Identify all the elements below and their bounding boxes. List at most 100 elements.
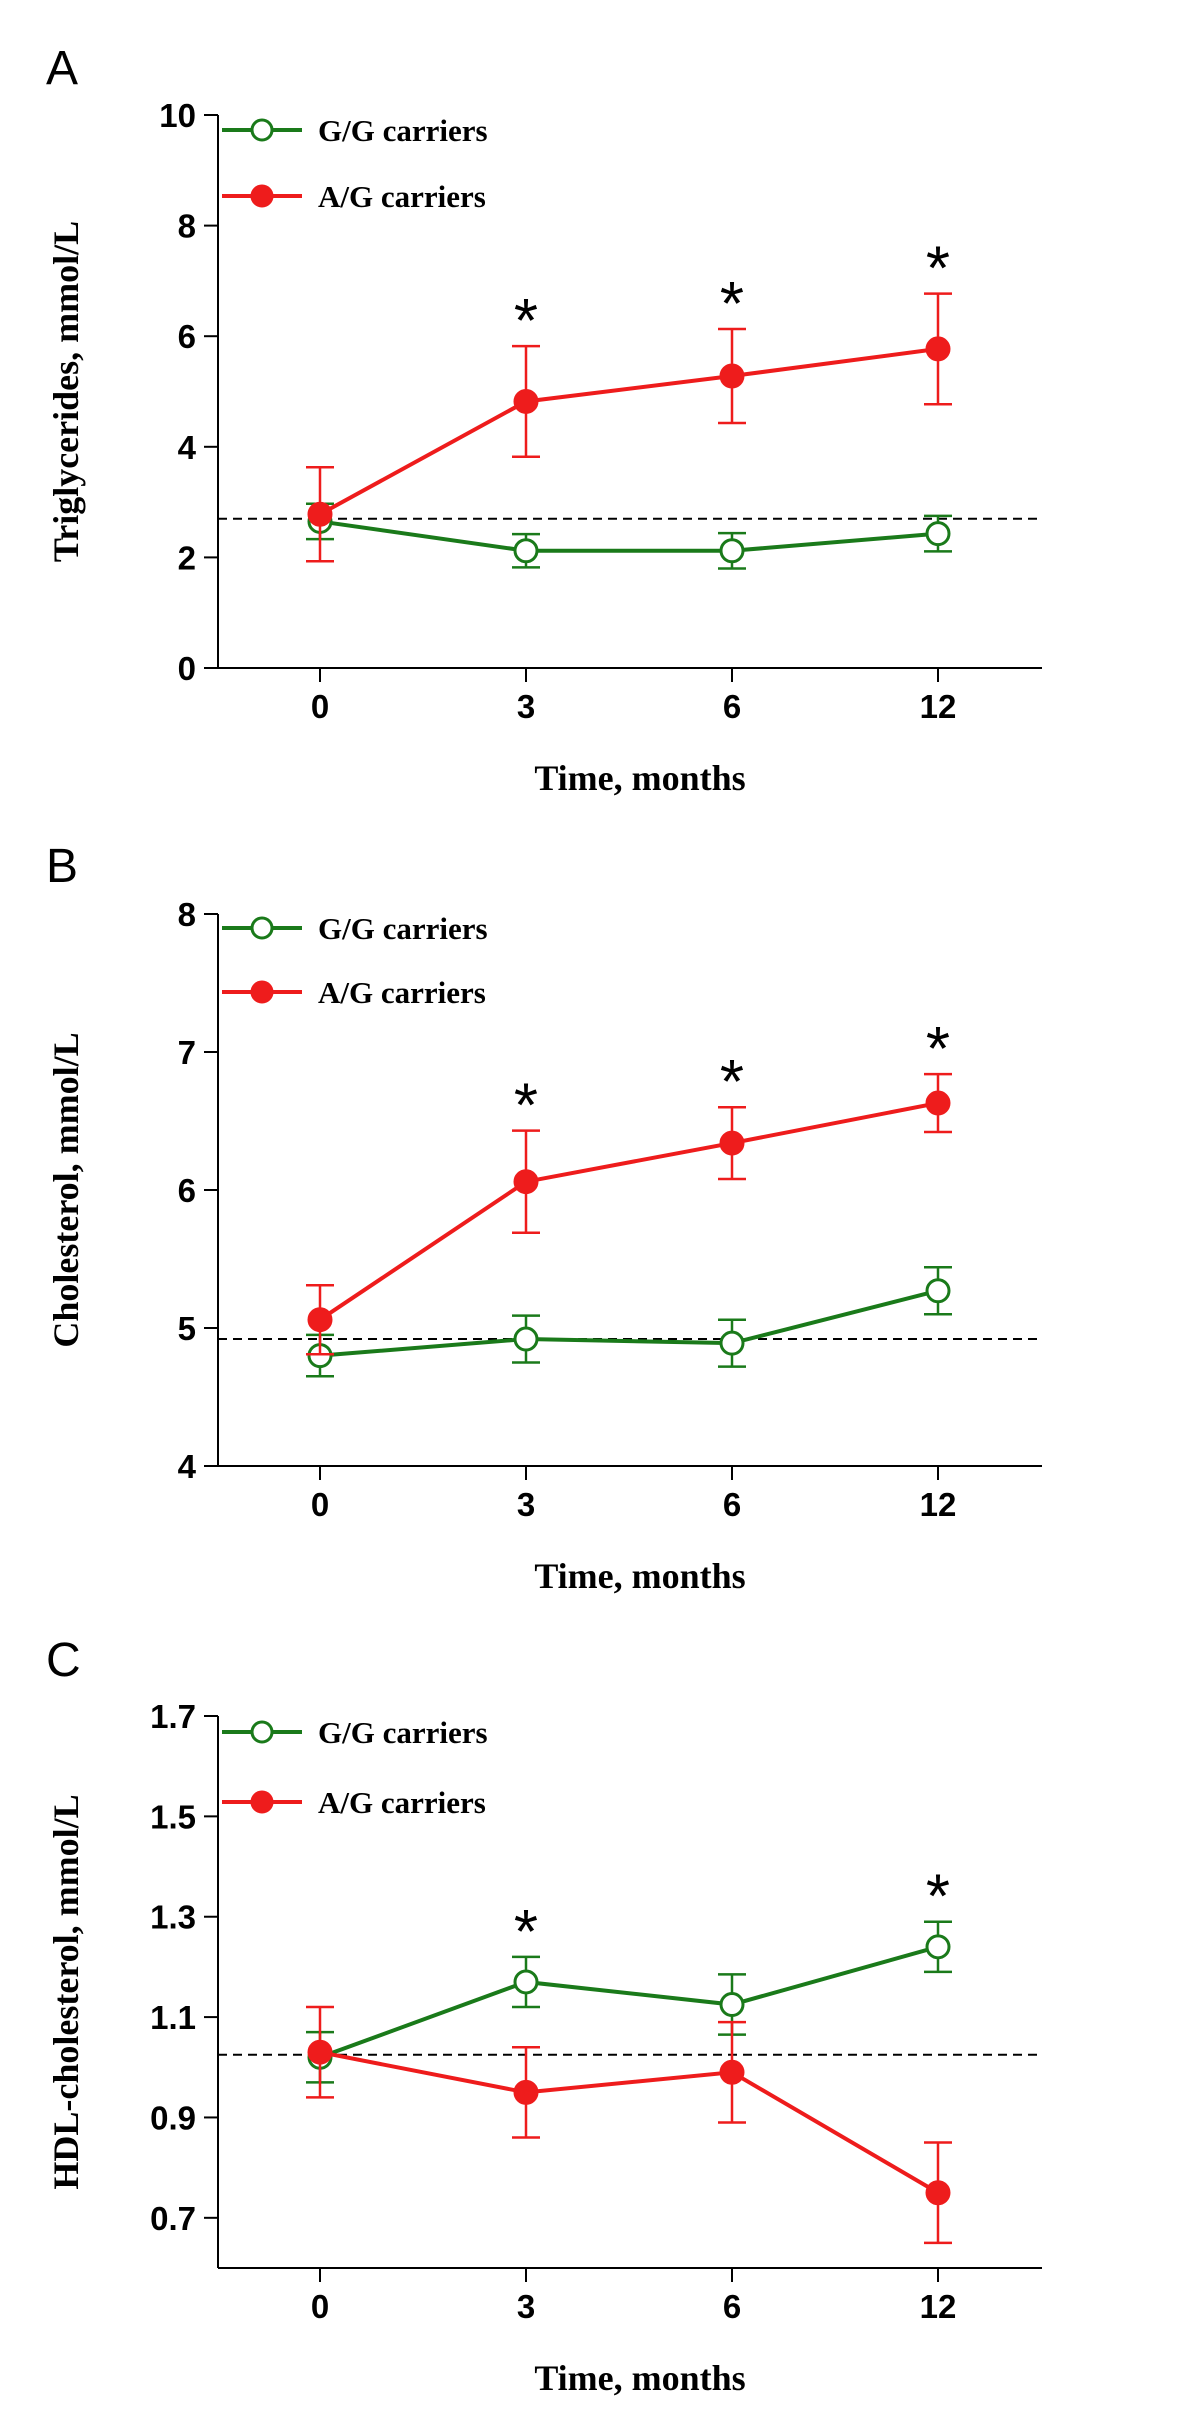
x-axis-title: Time, months (534, 2358, 745, 2398)
x-tick-label: 6 (723, 1486, 741, 1523)
data-point (719, 1330, 745, 1356)
x-tick-label: 3 (517, 1486, 535, 1523)
data-point (719, 363, 745, 389)
legend-item: A/G carriers (222, 179, 486, 214)
panel-letter: B (46, 840, 78, 893)
x-tick-label: 0 (311, 688, 329, 725)
y-tick-label: 0.9 (150, 2099, 196, 2136)
data-point (513, 388, 539, 414)
y-tick-label: 2 (178, 539, 196, 576)
y-tick-label: 7 (178, 1034, 196, 1071)
data-point (719, 1130, 745, 1156)
series-gg (306, 1920, 952, 2084)
y-tick-label: 8 (178, 896, 196, 933)
y-axis-title: HDL-cholesterol, mmol/L (46, 1794, 86, 2189)
series-gg (306, 502, 952, 570)
x-tick-label: 12 (920, 2288, 957, 2325)
series-line (319, 519, 939, 553)
data-point (925, 2180, 951, 2206)
data-point (513, 538, 539, 564)
x-tick-label: 3 (517, 2288, 535, 2325)
data-point (719, 2059, 745, 2085)
legend-item: G/G carriers (222, 911, 488, 946)
legend-label: G/G carriers (318, 911, 488, 946)
y-tick-label: 1.1 (150, 1999, 196, 2036)
legend-label: G/G carriers (318, 1715, 488, 1750)
data-point (925, 1090, 951, 1116)
y-tick-label: 4 (178, 429, 197, 466)
y-tick-label: 0 (178, 650, 196, 687)
series-ag (306, 2005, 952, 2245)
data-point (307, 501, 333, 527)
significance-asterisk: * (514, 1898, 538, 1967)
significance-asterisk: * (926, 1863, 950, 1932)
data-point (925, 1278, 951, 1304)
data-point (513, 1169, 539, 1195)
x-axis-title: Time, months (534, 758, 745, 798)
x-tick-label: 12 (920, 688, 957, 725)
x-tick-label: 3 (517, 688, 535, 725)
data-point (307, 2039, 333, 2065)
data-point (513, 1969, 539, 1995)
legend-swatch-marker (250, 118, 274, 142)
y-tick-label: 6 (178, 1172, 196, 1209)
series-ag (306, 292, 952, 563)
legend-item: G/G carriers (222, 1715, 488, 1750)
y-tick-label: 1.3 (150, 1899, 196, 1936)
legend-swatch-marker (250, 1720, 274, 1744)
y-tick-label: 4 (178, 1448, 197, 1485)
series-line (319, 1944, 939, 2060)
data-point (719, 1992, 745, 2018)
series-line (319, 2050, 940, 2195)
legend-item: A/G carriers (222, 1785, 486, 1820)
legend-item: A/G carriers (222, 975, 486, 1010)
data-point (719, 538, 745, 564)
chart-panel-a: A 0 2 4 6 8 10 0 3 6 12 Time, months Triglycerides, … (46, 42, 1042, 798)
y-tick-label: 1.5 (150, 1798, 196, 1835)
data-point (307, 1307, 333, 1333)
series-ag (306, 1072, 952, 1356)
legend-swatch-marker (250, 980, 274, 1004)
y-tick-label: 8 (178, 208, 196, 245)
legend-swatch-marker (250, 184, 274, 208)
legend-item: G/G carriers (222, 113, 488, 148)
chart-panel-c: C 0.7 0.9 1.1 1.3 1.5 1.7 0 3 6 12 Time, months HDL-… (46, 1634, 1042, 2398)
series-line (319, 1288, 939, 1358)
significance-asterisk: * (926, 235, 950, 304)
panel-letter: A (46, 42, 78, 95)
panel-letter: C (46, 1634, 81, 1687)
chart-panel-b: B 4 5 6 7 8 0 3 6 12 Time, months Cholesterol, mmol… (46, 840, 1042, 1596)
significance-asterisk: * (926, 1015, 950, 1084)
x-tick-label: 6 (723, 688, 741, 725)
y-tick-label: 1.7 (150, 1698, 196, 1735)
significance-asterisk: * (720, 270, 744, 339)
significance-asterisk: * (514, 1072, 538, 1141)
y-tick-label: 5 (178, 1310, 196, 1347)
y-axis-title: Cholesterol, mmol/L (46, 1032, 86, 1347)
x-tick-label: 6 (723, 2288, 741, 2325)
legend-label: A/G carriers (318, 975, 486, 1010)
data-point (513, 1326, 539, 1352)
x-tick-label: 0 (311, 1486, 329, 1523)
legend-label: G/G carriers (318, 113, 488, 148)
data-point (925, 336, 951, 362)
legend-swatch-marker (250, 1790, 274, 1814)
x-tick-label: 0 (311, 2288, 329, 2325)
x-tick-label: 12 (920, 1486, 957, 1523)
legend-label: A/G carriers (318, 179, 486, 214)
y-tick-label: 0.7 (150, 2200, 196, 2237)
series-line (318, 1101, 939, 1322)
series-line (319, 346, 939, 517)
significance-asterisk: * (514, 287, 538, 356)
data-point (513, 2079, 539, 2105)
significance-asterisk: * (720, 1048, 744, 1117)
data-point (925, 521, 951, 547)
legend-label: A/G carriers (318, 1785, 486, 1820)
series-gg (306, 1266, 952, 1378)
legend-swatch-marker (250, 916, 274, 940)
data-point (925, 1934, 951, 1960)
y-tick-label: 6 (178, 318, 196, 355)
y-axis-title: Triglycerides, mmol/L (46, 221, 86, 562)
x-axis-title: Time, months (534, 1556, 745, 1596)
